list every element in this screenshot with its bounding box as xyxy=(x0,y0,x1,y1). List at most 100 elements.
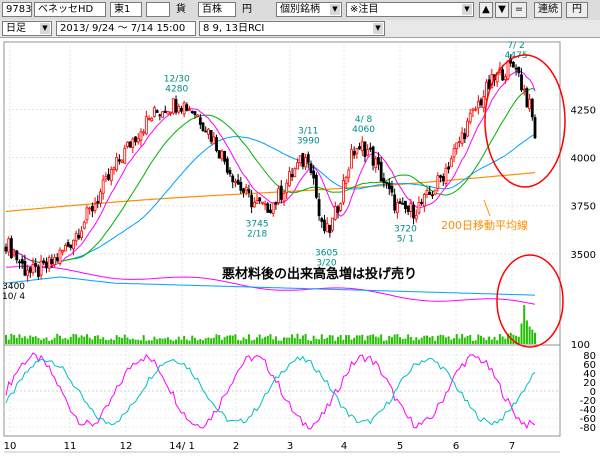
volume-bar xyxy=(75,334,78,344)
candle-body xyxy=(9,238,13,259)
link-button[interactable]: 連続 xyxy=(534,2,562,18)
candle-body xyxy=(417,202,421,214)
volume-bar xyxy=(461,333,464,344)
volume-bar xyxy=(183,335,186,344)
period-select[interactable]: 日足 ▼ xyxy=(2,21,52,36)
volume-bar xyxy=(177,336,180,344)
candle-body xyxy=(190,111,194,114)
volume-bar xyxy=(158,338,161,344)
volume-bar xyxy=(436,335,439,344)
candle-body xyxy=(12,252,16,256)
equal-button[interactable]: = xyxy=(511,2,527,18)
candle-body xyxy=(228,170,232,175)
volume-bar xyxy=(172,340,175,344)
candle-body xyxy=(231,175,235,183)
volume-bar xyxy=(485,339,488,344)
volume-bar xyxy=(528,326,531,344)
chevron-down-icon[interactable]: ▼ xyxy=(462,4,472,15)
plot-frame xyxy=(3,41,561,437)
candle-body xyxy=(458,141,461,143)
candle-body xyxy=(347,169,351,178)
candle-body xyxy=(234,181,237,183)
volume-bar xyxy=(377,337,380,344)
candle-body xyxy=(285,182,289,194)
volume-bar xyxy=(372,334,375,344)
annotation-price: 3745 xyxy=(246,220,269,230)
volume-bar xyxy=(417,339,420,344)
list-select[interactable]: 個別銘柄 ▼ xyxy=(276,2,342,17)
volume-bar xyxy=(250,340,253,344)
volume-tick-label: 100 xyxy=(571,340,590,351)
volume-bar xyxy=(272,339,275,344)
volume-bar xyxy=(504,338,507,344)
unit-field[interactable]: 百株 xyxy=(198,2,236,17)
candle-body xyxy=(150,117,154,122)
indicator-field[interactable]: 8 9, 13日RCI ▼ xyxy=(199,21,385,36)
scroll-down-button[interactable]: ▼ xyxy=(495,2,509,18)
chevron-down-icon[interactable]: ▼ xyxy=(40,23,50,34)
candle-body xyxy=(439,175,442,178)
stock-code-field[interactable]: 9783 xyxy=(2,2,32,17)
candle-body xyxy=(398,201,402,204)
candle-body xyxy=(503,76,507,81)
candle-body xyxy=(517,66,521,74)
volume-bar xyxy=(145,340,148,344)
volume-bar xyxy=(202,340,205,344)
volume-bar xyxy=(134,339,137,344)
volume-bar xyxy=(423,335,426,344)
volume-bar xyxy=(299,339,302,344)
volume-bar xyxy=(496,340,499,344)
yen-button[interactable]: 円 xyxy=(566,2,588,18)
volume-bar xyxy=(282,337,285,344)
annotation-price: 3720 xyxy=(394,224,417,234)
chevron-down-icon[interactable]: ▼ xyxy=(330,4,340,15)
volume-bar xyxy=(204,338,207,344)
volume-bar xyxy=(339,335,342,344)
volume-bar xyxy=(169,339,172,344)
volume-bar xyxy=(237,339,240,344)
stock-name-field[interactable]: ベネッセHD xyxy=(34,2,106,17)
scroll-up-button[interactable]: ▲ xyxy=(479,2,493,18)
market-field[interactable]: 東1 xyxy=(110,2,142,17)
candle-body xyxy=(58,249,62,264)
osc-tick-label: 80 xyxy=(583,351,596,362)
volume-bar xyxy=(150,340,153,344)
candle-body xyxy=(252,201,256,208)
volume-bar xyxy=(258,334,261,344)
candle-body xyxy=(401,202,405,205)
annotation-price: 4060 xyxy=(352,125,375,135)
volume-bar xyxy=(323,338,326,344)
spacer-field[interactable] xyxy=(146,2,170,17)
candle-body xyxy=(355,148,359,154)
date-range-field[interactable]: 2013/ 9/24 〜 7/14 15:00 xyxy=(56,21,196,36)
candle-body xyxy=(520,74,523,91)
rci-fast-line xyxy=(5,352,536,430)
watch-select[interactable]: ※注目 ▼ xyxy=(346,2,474,17)
candle-body xyxy=(474,108,478,111)
volume-bar xyxy=(218,335,221,344)
x-tick-label: 14/ 1 xyxy=(169,441,195,452)
candle-body xyxy=(296,162,299,170)
candle-body xyxy=(422,194,426,207)
osc-tick-label: -60 xyxy=(580,414,596,425)
candle-body xyxy=(182,102,186,115)
candle-body xyxy=(382,178,386,184)
volume-bar xyxy=(156,339,159,344)
price-tick-label: 3500 xyxy=(571,250,596,261)
candle-body xyxy=(163,110,167,113)
candle-body xyxy=(466,120,469,137)
candle-body xyxy=(128,141,132,148)
chevron-down-icon[interactable]: ▼ xyxy=(373,23,383,34)
candle-body xyxy=(63,245,67,252)
price-tick-label: 4250 xyxy=(571,105,596,116)
candle-body xyxy=(323,219,326,232)
volume-bar xyxy=(80,335,83,344)
candle-body xyxy=(420,201,424,204)
candle-body xyxy=(69,244,73,248)
volume-bar xyxy=(264,336,267,344)
volume-bar xyxy=(466,335,469,344)
candle-body xyxy=(93,203,97,211)
volume-bar xyxy=(280,340,283,344)
candle-body xyxy=(350,149,353,169)
